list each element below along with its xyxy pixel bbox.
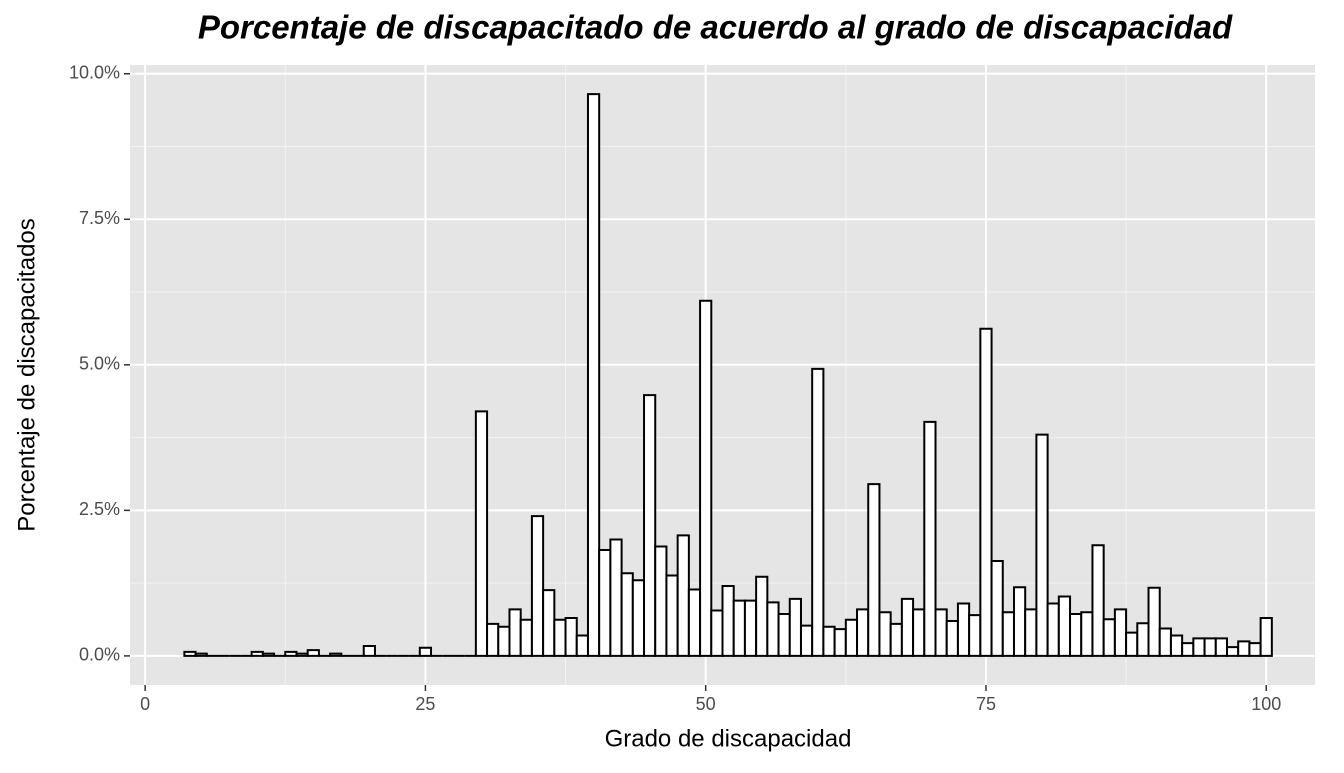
bar [542, 589, 556, 657]
y-tick-label: 2.5% [79, 499, 120, 519]
bar [418, 646, 433, 657]
bar [1102, 618, 1116, 657]
bar [900, 597, 915, 657]
bar [732, 599, 746, 657]
bar [598, 548, 612, 657]
bar [1169, 634, 1184, 657]
panel [130, 65, 1315, 685]
x-tick-label: 75 [976, 694, 996, 714]
bar [968, 614, 982, 657]
bar [1147, 586, 1161, 657]
bar [833, 628, 847, 657]
y-tick-label: 5.0% [79, 354, 120, 374]
bar [665, 574, 679, 657]
bar [183, 650, 197, 657]
bar [474, 410, 489, 657]
bar [799, 624, 814, 657]
bar [1035, 433, 1049, 657]
bar [564, 617, 578, 657]
bar [295, 652, 309, 657]
bar [1113, 608, 1128, 657]
bar [1001, 611, 1015, 657]
bar [519, 618, 533, 657]
bar [1012, 586, 1027, 657]
bar [1259, 617, 1273, 657]
bar [856, 608, 870, 657]
bar [261, 652, 276, 657]
bar [631, 579, 646, 657]
bar [755, 575, 769, 657]
bar [777, 612, 791, 657]
bar [1237, 640, 1251, 657]
y-tick-label: 10.0% [69, 62, 120, 82]
bar [844, 618, 859, 657]
bar [889, 622, 903, 657]
bar [1181, 642, 1195, 657]
bar [822, 625, 836, 657]
bar [811, 367, 825, 657]
bar [486, 622, 500, 657]
bar [643, 394, 657, 657]
chart-title: Porcentaje de discapacitado de acuerdo a… [198, 9, 1233, 46]
bar [1024, 608, 1038, 657]
bar [609, 538, 623, 657]
bar [912, 608, 926, 657]
bar [194, 652, 208, 657]
bar [1136, 622, 1150, 657]
bar [1125, 631, 1139, 657]
bar [497, 625, 511, 657]
bar [586, 93, 601, 657]
x-tick-label: 100 [1251, 694, 1281, 714]
bar [553, 618, 567, 657]
bar [1192, 637, 1206, 657]
bar [1158, 627, 1172, 657]
y-axis-title: Porcentaje de discapacitados [13, 218, 40, 532]
bar [306, 649, 320, 657]
bar [710, 609, 724, 657]
bar [766, 601, 780, 657]
bar [699, 299, 713, 657]
x-tick-label: 25 [415, 694, 435, 714]
bar [990, 560, 1004, 657]
bar [284, 650, 298, 657]
bar [362, 644, 376, 657]
bar [979, 327, 993, 657]
y-tick-label: 0.0% [79, 645, 120, 665]
bar [956, 602, 971, 657]
x-axis-title: Grado de discapacidad [605, 725, 852, 752]
bar [620, 572, 634, 657]
bar [1080, 611, 1094, 657]
bar [575, 634, 589, 657]
bar [1057, 595, 1072, 657]
bar [508, 608, 522, 657]
bar [1069, 612, 1083, 657]
bar [934, 608, 948, 657]
bar [1248, 642, 1262, 657]
bar [687, 588, 702, 657]
bar [1091, 544, 1105, 657]
x-tick-label: 50 [696, 694, 716, 714]
bar [1046, 602, 1060, 657]
bar [250, 650, 264, 657]
bar [329, 652, 343, 657]
x-tick-label: 0 [140, 694, 150, 714]
bar [721, 585, 735, 657]
bar [923, 420, 937, 657]
bar [654, 545, 668, 657]
bar [867, 483, 881, 657]
bar [945, 619, 959, 657]
bar [1214, 637, 1228, 657]
bar [878, 611, 892, 657]
bar [530, 515, 545, 657]
bar [1203, 637, 1217, 657]
bar [743, 599, 758, 657]
bar [676, 534, 690, 657]
bar [1225, 646, 1240, 657]
bar [788, 597, 802, 657]
y-tick-label: 7.5% [79, 208, 120, 228]
